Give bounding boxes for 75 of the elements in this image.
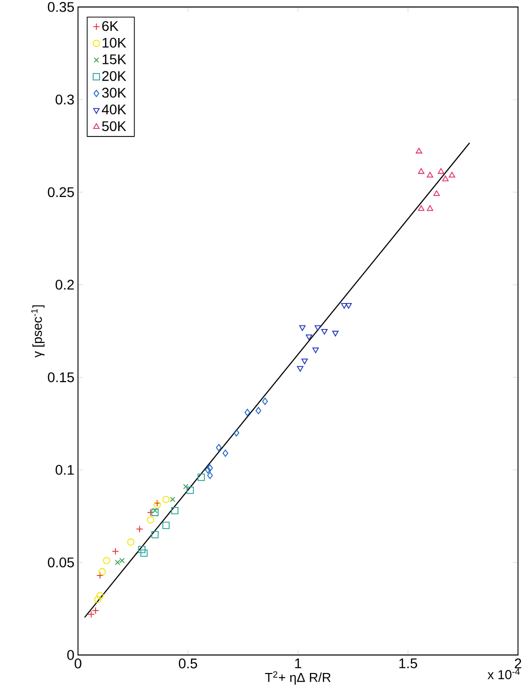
y-tick-label: 0.05 (48, 557, 74, 568)
x-tick-label: 0.5 (178, 658, 198, 668)
legend-label: 30K (102, 88, 126, 98)
point (183, 484, 189, 490)
point (416, 148, 422, 154)
point (152, 508, 158, 514)
point (96, 572, 104, 580)
point (96, 592, 104, 600)
x-axis-title: T$^{2}$+ ηΔ R/R (265, 671, 331, 685)
y-axis-title: γ [psec$^{-1}$] (31, 305, 44, 358)
point (151, 508, 159, 516)
point (438, 168, 444, 174)
legend-label: 15K (102, 54, 126, 64)
point (98, 568, 106, 576)
point (170, 496, 176, 502)
point (332, 330, 339, 336)
point (340, 303, 348, 309)
y-tick-label: 0.1 (56, 464, 74, 475)
point (244, 408, 250, 416)
point (140, 550, 148, 557)
point (207, 464, 213, 472)
point (222, 450, 228, 457)
legend-label: 10K (102, 38, 126, 48)
legend-label: 50K (102, 121, 126, 132)
point (151, 531, 159, 538)
point (345, 303, 352, 309)
point (301, 358, 308, 364)
point (112, 548, 120, 555)
point (136, 525, 144, 533)
point (418, 205, 424, 211)
point (296, 366, 304, 372)
legend-label: 40K (102, 104, 126, 114)
x-tick-label: 1.5 (399, 658, 418, 668)
point (262, 398, 268, 405)
point (433, 190, 440, 196)
point (162, 522, 170, 530)
point (234, 429, 240, 436)
y-tick-label: 0.35 (48, 2, 74, 12)
point (207, 472, 213, 480)
point (216, 444, 222, 452)
point (88, 610, 95, 618)
y-tick-label: 0.25 (48, 187, 74, 198)
point (146, 508, 154, 516)
point (314, 325, 322, 331)
point (162, 496, 170, 504)
point (418, 168, 424, 174)
text: x 10$^{-4}$ (488, 668, 520, 680)
point (171, 506, 178, 514)
point (256, 406, 262, 414)
point (198, 474, 205, 481)
point (299, 325, 306, 331)
point (204, 466, 211, 474)
point (146, 516, 154, 524)
point (312, 347, 319, 354)
y-tick-label: 0 (67, 650, 74, 660)
point (426, 205, 434, 211)
y-tick-label: 0.15 (48, 372, 74, 382)
legend-label: 6K (102, 21, 118, 31)
point (92, 606, 100, 614)
point (306, 334, 312, 340)
point (442, 176, 449, 182)
point (186, 486, 194, 494)
point (448, 172, 456, 178)
point (426, 172, 434, 178)
point (127, 538, 134, 546)
point (94, 596, 102, 604)
point (321, 328, 328, 335)
point (102, 556, 110, 564)
y-tick-label: 0.2 (56, 280, 74, 290)
x-tick-label: 0 (74, 658, 82, 668)
y-tick-label: 0.3 (56, 94, 74, 105)
x-tick-label: 2 (514, 658, 522, 668)
legend-label: 20K (102, 71, 126, 81)
x-tick-label: 1 (295, 658, 302, 668)
point (138, 546, 146, 554)
